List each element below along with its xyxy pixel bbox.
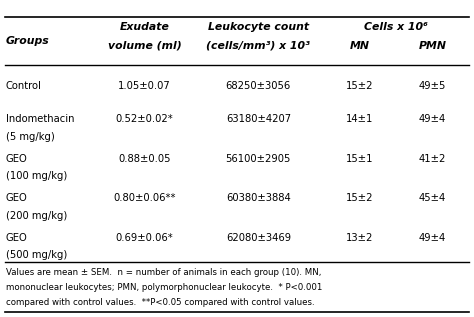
Text: 1.05±0.07: 1.05±0.07	[118, 81, 171, 91]
Text: 13±2: 13±2	[346, 233, 373, 243]
Text: (200 mg/kg): (200 mg/kg)	[6, 211, 67, 221]
Text: Exudate: Exudate	[119, 22, 170, 32]
Text: Cells x 10⁶: Cells x 10⁶	[364, 22, 428, 32]
Text: 15±2: 15±2	[346, 81, 373, 91]
Text: Control: Control	[6, 81, 42, 91]
Text: (5 mg/kg): (5 mg/kg)	[6, 132, 55, 142]
Text: Indomethacin: Indomethacin	[6, 114, 74, 124]
Text: 15±2: 15±2	[346, 193, 373, 204]
Text: 0.69±0.06*: 0.69±0.06*	[116, 233, 173, 243]
Text: 0.88±0.05: 0.88±0.05	[118, 154, 171, 164]
Text: 68250±3056: 68250±3056	[226, 81, 291, 91]
Text: compared with control values.  **P<0.05 compared with control values.: compared with control values. **P<0.05 c…	[6, 298, 314, 307]
Text: 60380±3884: 60380±3884	[226, 193, 291, 204]
Text: 63180±4207: 63180±4207	[226, 114, 291, 124]
Text: 15±1: 15±1	[346, 154, 373, 164]
Text: GEO: GEO	[6, 193, 27, 204]
Text: Values are mean ± SEM.  n = number of animals in each group (10). MN,: Values are mean ± SEM. n = number of ani…	[6, 268, 321, 277]
Text: Leukocyte count: Leukocyte count	[208, 22, 309, 32]
Text: 62080±3469: 62080±3469	[226, 233, 291, 243]
Text: volume (ml): volume (ml)	[108, 41, 182, 51]
Text: mononuclear leukocytes; PMN, polymorphonuclear leukocyte.  * P<0.001: mononuclear leukocytes; PMN, polymorphon…	[6, 283, 322, 292]
Text: PMN: PMN	[418, 41, 447, 51]
Text: 45±4: 45±4	[419, 193, 446, 204]
Text: (cells/mm³) x 10³: (cells/mm³) x 10³	[206, 41, 310, 51]
Text: 0.52±0.02*: 0.52±0.02*	[116, 114, 173, 124]
Text: (100 mg/kg): (100 mg/kg)	[6, 171, 67, 181]
Text: MN: MN	[349, 41, 369, 51]
Text: 56100±2905: 56100±2905	[226, 154, 291, 164]
Text: 49±4: 49±4	[419, 114, 446, 124]
Text: 14±1: 14±1	[346, 114, 373, 124]
Text: Groups: Groups	[6, 36, 49, 46]
Text: (500 mg/kg): (500 mg/kg)	[6, 250, 67, 261]
Text: 41±2: 41±2	[419, 154, 446, 164]
Text: GEO: GEO	[6, 233, 27, 243]
Text: 49±4: 49±4	[419, 233, 446, 243]
Text: 0.80±0.06**: 0.80±0.06**	[113, 193, 176, 204]
Text: 49±5: 49±5	[419, 81, 446, 91]
Text: GEO: GEO	[6, 154, 27, 164]
